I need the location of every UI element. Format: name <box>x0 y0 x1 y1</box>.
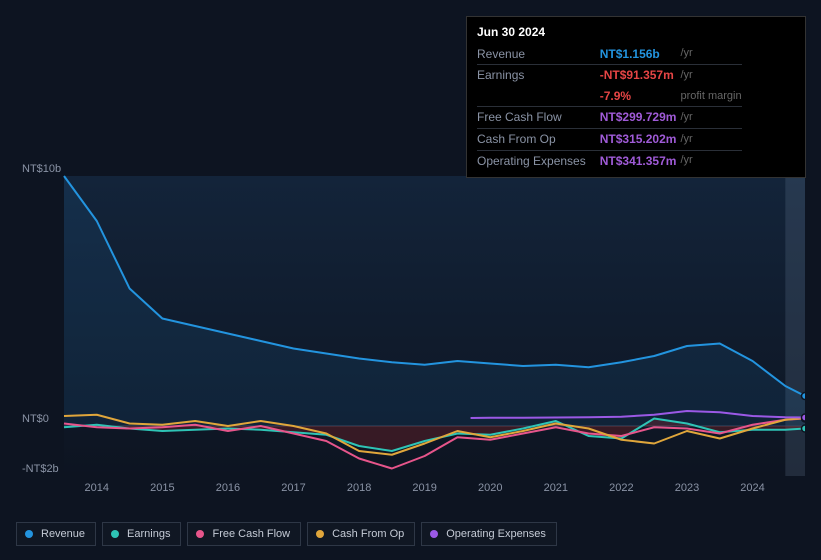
series-end-marker <box>802 414 806 421</box>
legend-dot-icon <box>25 530 33 538</box>
y-axis-label: -NT$2b <box>22 463 59 475</box>
x-axis-label: 2020 <box>478 482 502 494</box>
chart-plot-area[interactable] <box>16 158 805 476</box>
legend-label: Earnings <box>127 528 170 540</box>
tooltip-value: NT$341.357m <box>600 150 677 171</box>
tooltip-row: Operating ExpensesNT$341.357m/yr <box>477 150 742 171</box>
x-axis-label: 2021 <box>544 482 568 494</box>
tooltip-unit: profit margin <box>676 86 741 107</box>
legend-item[interactable]: Operating Expenses <box>421 522 557 546</box>
legend-item[interactable]: Cash From Op <box>307 522 415 546</box>
legend-item[interactable]: Free Cash Flow <box>187 522 301 546</box>
x-axis-label: 2022 <box>609 482 633 494</box>
tooltip-row: Cash From OpNT$315.202m/yr <box>477 128 742 150</box>
tooltip-row: -7.9%profit margin <box>477 86 742 107</box>
tooltip-date: Jun 30 2024 <box>477 23 795 42</box>
x-axis-label: 2023 <box>675 482 699 494</box>
x-axis-label: 2019 <box>412 482 436 494</box>
legend-label: Free Cash Flow <box>212 528 290 540</box>
tooltip-label: Free Cash Flow <box>477 107 600 129</box>
tooltip-label <box>477 86 600 107</box>
legend-dot-icon <box>316 530 324 538</box>
tooltip-value: NT$299.729m <box>600 107 677 129</box>
chart-tooltip: Jun 30 2024 RevenueNT$1.156b/yrEarnings-… <box>466 16 806 178</box>
legend-item[interactable]: Earnings <box>102 522 181 546</box>
tooltip-unit: /yr <box>676 128 741 150</box>
tooltip-row: Earnings-NT$91.357m/yr <box>477 65 742 86</box>
tooltip-row: RevenueNT$1.156b/yr <box>477 44 742 65</box>
x-axis-label: 2014 <box>85 482 109 494</box>
legend-label: Revenue <box>41 528 85 540</box>
x-axis-label: 2018 <box>347 482 371 494</box>
tooltip-table: RevenueNT$1.156b/yrEarnings-NT$91.357m/y… <box>477 44 742 172</box>
legend-label: Cash From Op <box>332 528 404 540</box>
y-axis-label: NT$10b <box>22 163 61 175</box>
chart-legend: Revenue Earnings Free Cash Flow Cash From O… <box>16 522 557 546</box>
tooltip-label: Revenue <box>477 44 600 65</box>
tooltip-value: -7.9% <box>600 86 677 107</box>
legend-item[interactable]: Revenue <box>16 522 96 546</box>
series-end-marker <box>802 393 806 400</box>
legend-dot-icon <box>430 530 438 538</box>
x-axis-label: 2015 <box>150 482 174 494</box>
x-axis-label: 2017 <box>281 482 305 494</box>
tooltip-label: Operating Expenses <box>477 150 600 171</box>
financials-chart: 2014201520162017201820192020202120222023… <box>16 158 805 476</box>
tooltip-label: Earnings <box>477 65 600 86</box>
tooltip-value: NT$1.156b <box>600 44 677 65</box>
x-axis-label: 2016 <box>216 482 240 494</box>
tooltip-unit: /yr <box>676 107 741 129</box>
tooltip-value: -NT$91.357m <box>600 65 677 86</box>
legend-dot-icon <box>111 530 119 538</box>
legend-dot-icon <box>196 530 204 538</box>
series-end-marker <box>802 425 806 432</box>
tooltip-unit: /yr <box>676 65 741 86</box>
tooltip-value: NT$315.202m <box>600 128 677 150</box>
x-axis-label: 2024 <box>740 482 764 494</box>
tooltip-label: Cash From Op <box>477 128 600 150</box>
tooltip-unit: /yr <box>676 44 741 65</box>
y-axis-label: NT$0 <box>22 413 49 425</box>
tooltip-row: Free Cash FlowNT$299.729m/yr <box>477 107 742 129</box>
tooltip-unit: /yr <box>676 150 741 171</box>
legend-label: Operating Expenses <box>446 528 546 540</box>
